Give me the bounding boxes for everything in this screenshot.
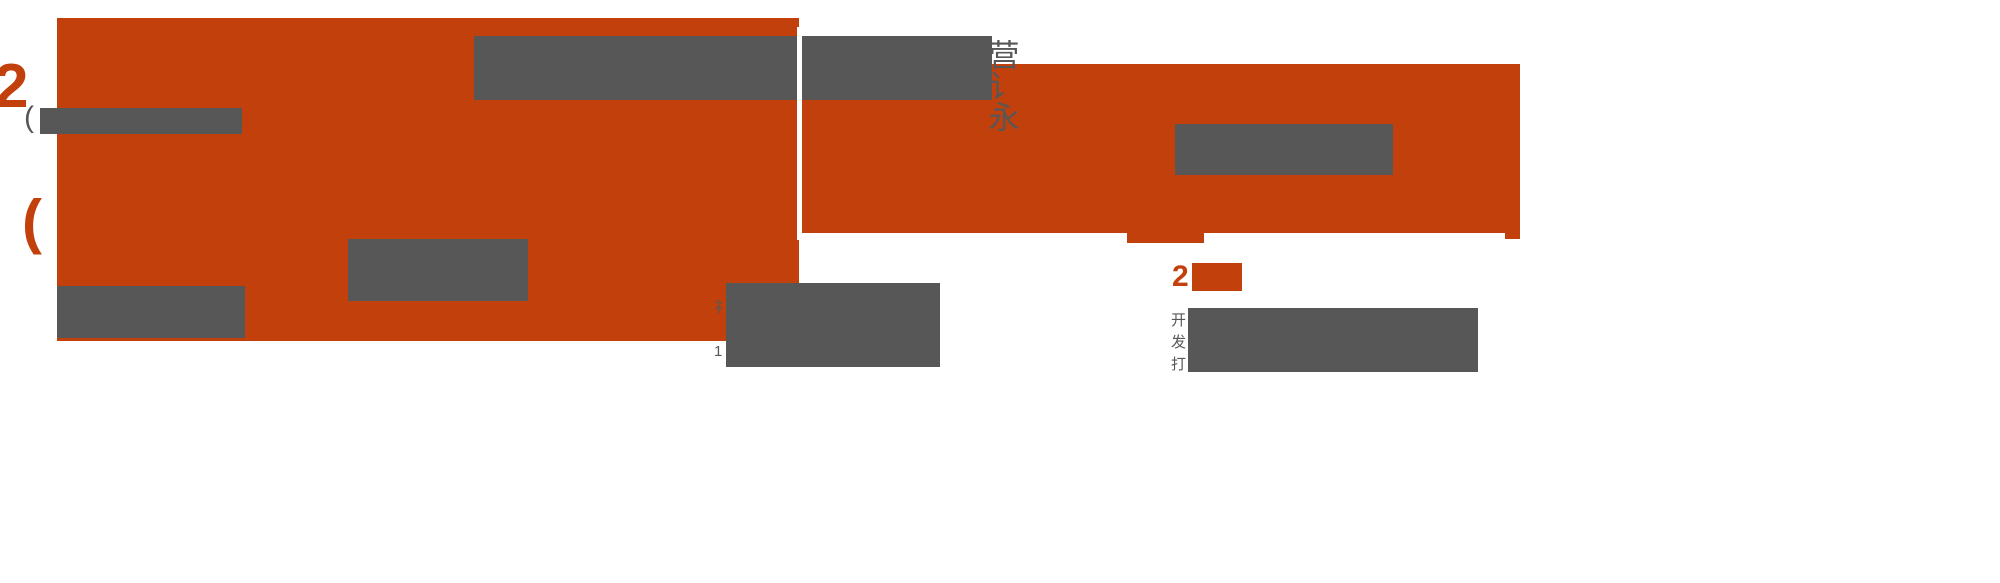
redaction-bar-center-left: [348, 239, 528, 301]
left-bullet-fragment: (: [22, 188, 42, 255]
left-headline-fragment: 2: [0, 52, 29, 121]
vertical-text-column: 营讠永: [983, 39, 1019, 132]
center-fragment-2: 1: [714, 343, 723, 360]
right-orange-step: [1127, 233, 1204, 243]
vertical-gutter-line: [797, 27, 802, 240]
right-paragraph-line-1: 开: [1171, 312, 1187, 329]
right-orange-notch: [1505, 205, 1520, 239]
redaction-bar-left-subline: [40, 108, 242, 134]
redaction-bar-right-paragraph: [1188, 308, 1478, 372]
redaction-bar-top-center: [474, 36, 992, 100]
redaction-bar-right-upper: [1175, 124, 1393, 175]
right-paragraph-line-2: 发: [1171, 334, 1187, 351]
center-fragment-1: 礻: [714, 299, 730, 316]
redaction-bar-right-heading: [1192, 263, 1242, 291]
right-heading: 2: [1172, 260, 1189, 293]
left-subline-fragment: (: [24, 101, 34, 134]
redaction-bar-center-bottom: [726, 283, 940, 367]
right-paragraph-line-3: 打: [1171, 356, 1187, 373]
redaction-bar-bottom-left: [57, 286, 245, 338]
